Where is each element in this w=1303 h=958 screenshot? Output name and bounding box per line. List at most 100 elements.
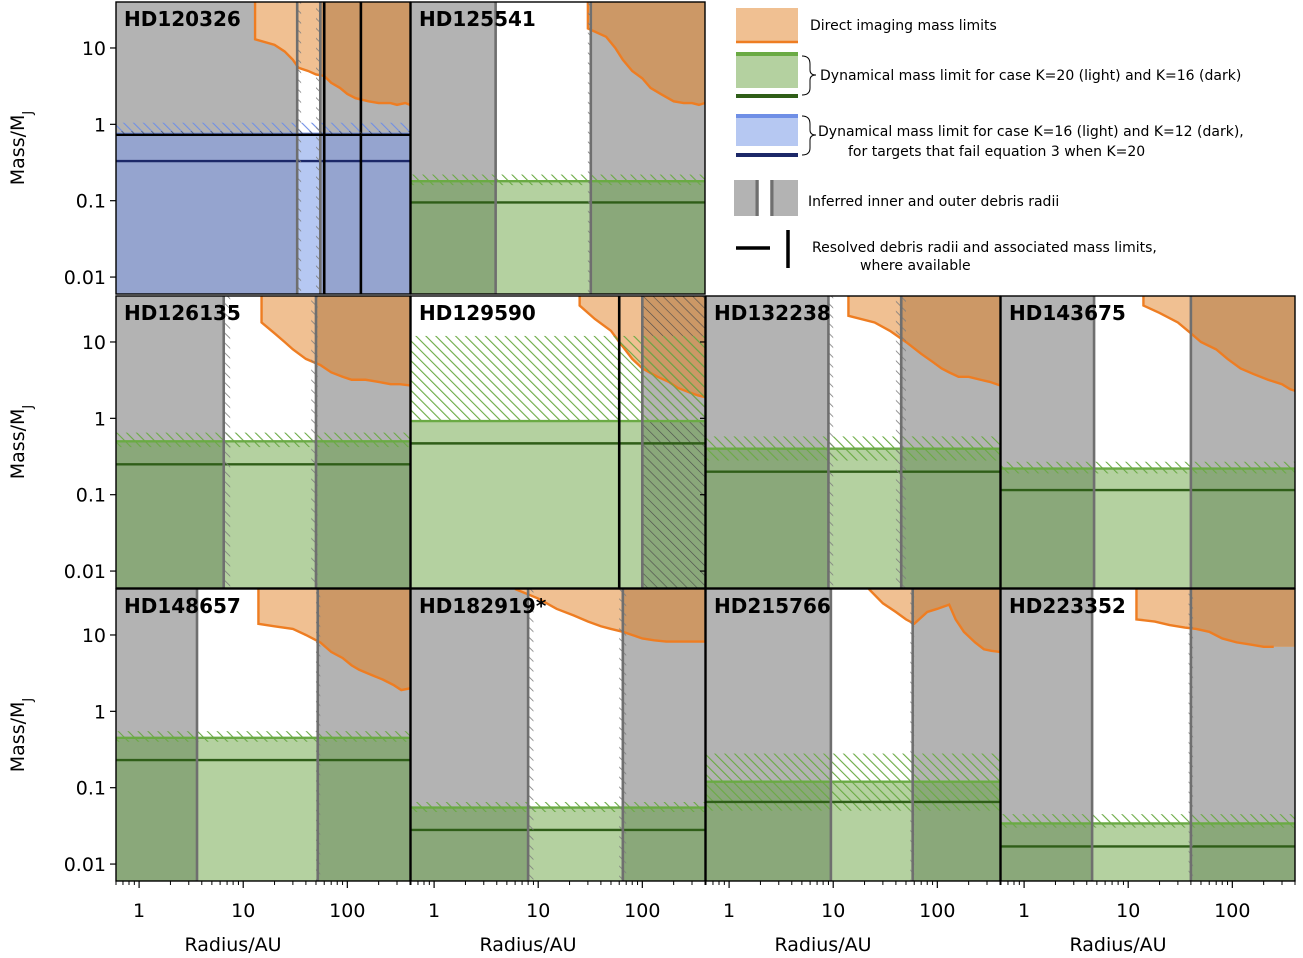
outer-radius-hatch — [311, 296, 318, 588]
mass-limit-dark-fill-outer — [1190, 823, 1295, 881]
panel-frame — [410, 588, 706, 882]
legend: Direct imaging mass limits Dynamical mass… — [734, 8, 1244, 274]
direct-imaging-boundary — [847, 296, 1000, 387]
mass-limit-dark-fill-inner — [116, 737, 198, 881]
x-axis-label: Radius/AU — [774, 934, 871, 956]
panel-hd125541: HD125541 — [410, 1, 706, 295]
panel-hd126135: HD126135 10 1 0.1 0.01 — [64, 295, 411, 589]
legend-label-black-2: where available — [860, 258, 971, 274]
mass-limit-dark-fill-outer — [901, 448, 1000, 588]
mass-limit-dark-fill-outer — [320, 133, 410, 294]
direct-imaging-outer-region — [912, 589, 1000, 652]
x-axis-label: Radius/AU — [1069, 934, 1166, 956]
y-tick-label: 10 — [82, 625, 106, 647]
mass-limit-hatch-band — [116, 731, 410, 742]
panel-body — [1001, 296, 1295, 588]
inner-gray-region — [411, 2, 496, 182]
panel-hd143675: HD143675 — [1000, 295, 1296, 589]
mass-limit-hatch-band — [116, 122, 410, 134]
y-tick-label: 10 — [82, 332, 106, 354]
x-tick-label: 1 — [1018, 900, 1030, 922]
panel-title: HD129590 — [419, 301, 536, 325]
panel-body — [411, 296, 705, 588]
legend-label-black: Resolved debris radii and associated mas… — [812, 240, 1157, 256]
y-axis-label-subscript: J — [21, 698, 36, 703]
panel-frame — [115, 295, 411, 589]
y-tick-label: 1 — [94, 408, 106, 430]
y-tick-label: 0.01 — [64, 561, 106, 583]
mass-limit-dark-fill-outer — [1190, 468, 1295, 588]
y-tick-label: 0.01 — [64, 267, 106, 289]
panel-body — [116, 2, 410, 294]
panel-hd132238: HD132238 — [700, 295, 1001, 589]
x-tick-label: 100 — [329, 900, 365, 922]
x-axis-label: Radius/AU — [184, 934, 281, 956]
panel-hd129590: HD129590 — [410, 295, 706, 589]
y-tick-label: 0.1 — [76, 191, 106, 213]
inner-gray-region — [411, 589, 529, 808]
direct-imaging-outer-region — [317, 589, 410, 691]
y-tick-label: 1 — [94, 701, 106, 723]
y-axis-label-subscript: J — [21, 111, 36, 116]
panels: HD120326 10 1 0.1 0.01 HD125541 HD126135 10 1 0.1… — [64, 1, 1296, 922]
x-tick-label: 10 — [821, 900, 845, 922]
y-tick-label: 0.1 — [76, 778, 106, 800]
y-tick-label: 0.01 — [64, 854, 106, 876]
mass-limit-dark-fill-inner — [706, 448, 829, 588]
mass-limit-dark-fill-inner — [1001, 468, 1095, 588]
inner-radius-hatch — [828, 296, 834, 588]
x-tick-label: 100 — [624, 900, 660, 922]
mass-limit-dark-fill-inner — [116, 133, 298, 294]
legend-blue-bracket — [801, 115, 817, 156]
panel-frame — [115, 1, 411, 295]
panel-body — [116, 589, 410, 881]
panel-title: HD148657 — [124, 594, 241, 618]
x-tick-label: 10 — [526, 900, 550, 922]
panel-body — [411, 2, 705, 294]
y-tick-label: 1 — [94, 114, 106, 136]
panel-frame — [705, 295, 1001, 589]
y-tick-label: 0.1 — [76, 485, 106, 507]
panel-title: HD143675 — [1009, 301, 1126, 325]
mass-limit-dark-fill-outer — [317, 737, 410, 881]
legend-green-bracket — [801, 55, 817, 96]
mass-limit-dark-fill-outer — [590, 181, 705, 294]
y-axis-label: Mass/MJ — [7, 405, 36, 479]
panel-title: HD223352 — [1009, 594, 1126, 618]
direct-imaging-outer-region — [1190, 589, 1295, 647]
inner-radius-hatch — [297, 2, 302, 294]
y-axis-label-subscript: J — [21, 405, 36, 410]
panel-title: HD125541 — [419, 7, 536, 31]
legend-green-patch — [736, 56, 798, 88]
panel-body — [1001, 589, 1295, 881]
direct-imaging-boundary — [586, 2, 705, 107]
direct-imaging-boundary — [260, 296, 410, 387]
legend-blue-patch — [736, 118, 798, 146]
x-tick-label: 1 — [723, 900, 735, 922]
x-tick-label: 10 — [1116, 900, 1140, 922]
x-tick-label: 100 — [919, 900, 955, 922]
mass-limit-dark-fill-inner — [116, 441, 224, 588]
panel-hd120326: HD120326 10 1 0.1 0.01 — [64, 1, 411, 295]
panel-frame — [410, 295, 706, 589]
direct-imaging-outer-region — [622, 589, 705, 642]
panel-body — [411, 589, 705, 881]
outer-radius-hatch — [587, 2, 591, 294]
panel-frame — [1000, 588, 1296, 882]
legend-label-direct-imaging: Direct imaging mass limits — [810, 18, 997, 34]
inner-radius-hatch — [528, 589, 534, 881]
legend-label-green: Dynamical mass limit for case K=20 (ligh… — [820, 68, 1241, 84]
y-tick-label: 10 — [82, 38, 106, 60]
panel-body — [706, 296, 1000, 588]
direct-imaging-boundary — [868, 589, 1000, 654]
direct-imaging-outer-region — [315, 296, 410, 386]
legend-label-gray: Inferred inner and outer debris radii — [808, 194, 1059, 210]
inner-gray-region — [116, 589, 198, 738]
legend-label-blue: Dynamical mass limit for case K=16 (ligh… — [818, 124, 1244, 140]
x-tick-label: 1 — [133, 900, 145, 922]
x-axis-label: Radius/AU — [479, 934, 576, 956]
panel-hd148657: HD148657 10 1 0.1 0.01 1 10 100 — [64, 588, 411, 922]
x-tick-label: 10 — [231, 900, 255, 922]
panel-body — [116, 296, 410, 588]
